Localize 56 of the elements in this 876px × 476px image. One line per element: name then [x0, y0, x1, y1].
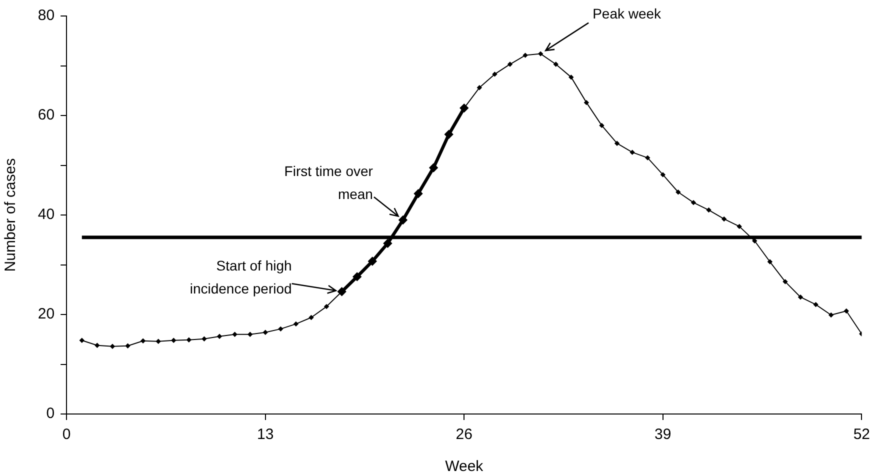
point	[171, 338, 176, 343]
point	[522, 52, 528, 58]
y-tick-label: 0	[46, 405, 55, 422]
x-tick-label: 39	[654, 426, 672, 444]
point	[844, 308, 849, 314]
point	[553, 62, 558, 67]
point	[186, 337, 192, 342]
point	[293, 321, 299, 327]
point	[599, 122, 604, 128]
point	[216, 334, 222, 339]
point	[247, 332, 253, 337]
point	[614, 140, 620, 146]
point	[721, 216, 727, 222]
x-axis-title: Week	[445, 458, 484, 476]
point	[308, 314, 314, 320]
x-tick-label: 0	[62, 426, 71, 444]
point	[507, 62, 513, 67]
y-tick-label: 40	[38, 206, 55, 224]
point	[476, 85, 482, 90]
y-tick-label: 20	[38, 306, 55, 323]
point	[202, 336, 207, 342]
point	[140, 338, 146, 344]
y-tick-label: 80	[38, 7, 55, 24]
point	[538, 51, 544, 56]
annotation: First time over mean	[284, 162, 374, 202]
point	[568, 74, 574, 80]
point	[324, 304, 330, 310]
annotation: Start of high incidence period	[190, 257, 292, 296]
point	[630, 150, 635, 155]
point	[94, 342, 100, 348]
point	[125, 343, 130, 348]
point	[278, 326, 284, 332]
point	[110, 344, 116, 349]
point	[828, 312, 834, 318]
point	[232, 332, 238, 337]
point	[584, 100, 590, 106]
x-tick-label: 26	[456, 426, 472, 444]
point	[736, 224, 742, 230]
point	[262, 330, 268, 336]
y-tick-label: 60	[38, 106, 55, 124]
point	[690, 200, 696, 206]
point	[156, 338, 161, 344]
x-tick-label: 52	[853, 426, 870, 444]
point	[798, 294, 804, 300]
point	[645, 155, 650, 160]
point	[79, 338, 84, 343]
annotation: Peak week	[592, 6, 662, 22]
y-axis-title: Number of cases	[2, 158, 20, 272]
point	[492, 72, 498, 77]
point	[676, 190, 681, 195]
point	[767, 259, 773, 264]
point	[813, 302, 818, 308]
point	[782, 279, 788, 284]
point	[706, 207, 712, 213]
point	[660, 172, 666, 178]
x-tick-label: 13	[257, 426, 274, 444]
